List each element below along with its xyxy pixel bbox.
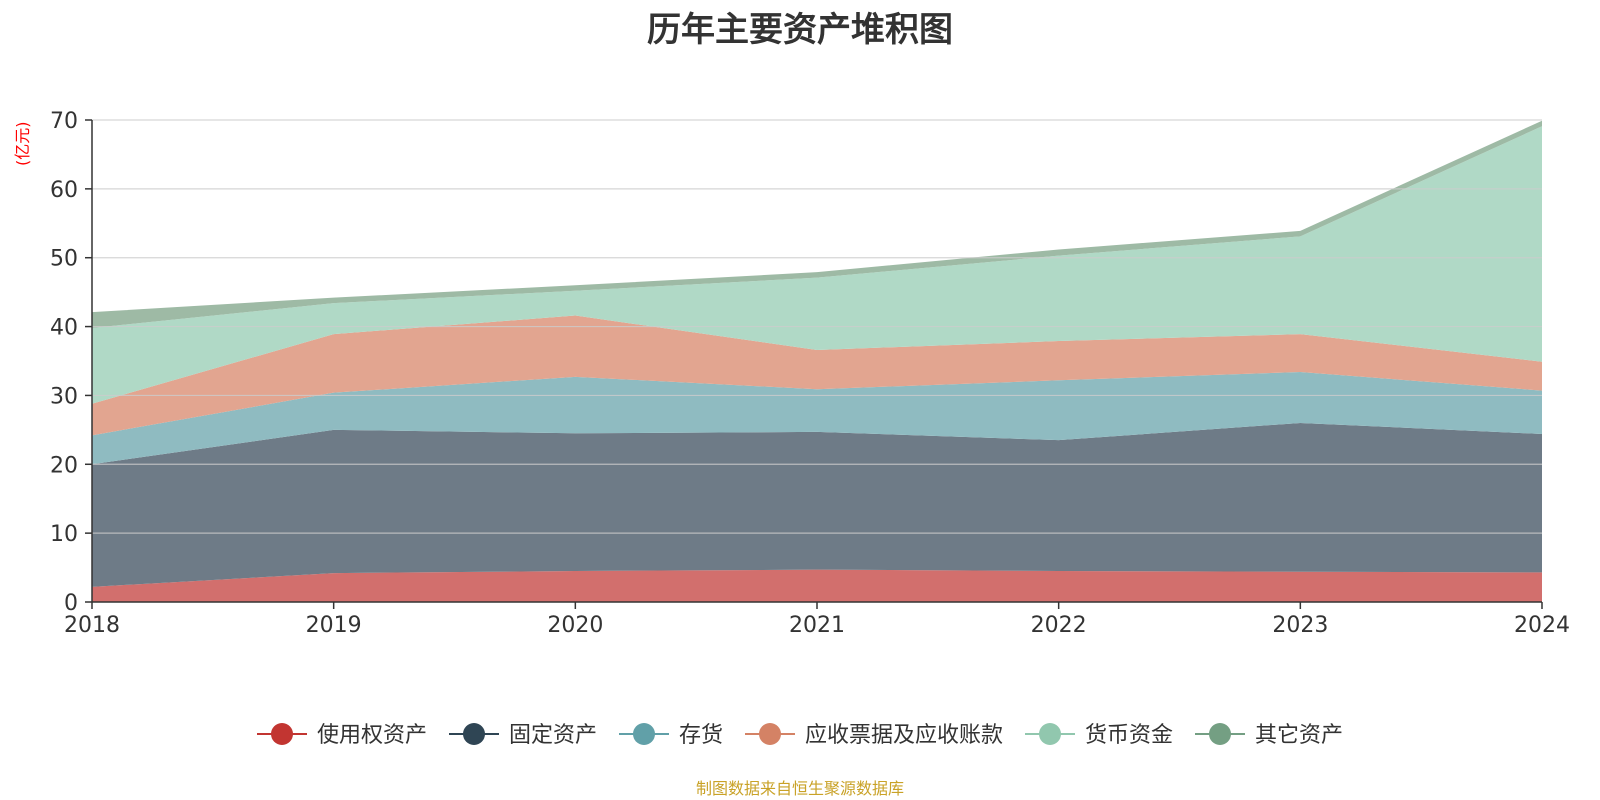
area-5: [92, 126, 1542, 404]
legend-marker-2: [463, 723, 485, 745]
area-1: [92, 569, 1542, 602]
x-tick-label-2018: 2018: [64, 613, 120, 638]
legend-label-4: 应收票据及应收账款: [805, 723, 1003, 748]
x-tick-label-2020: 2020: [547, 613, 603, 638]
y-tick-label-10: 10: [50, 522, 78, 547]
y-tick-label-20: 20: [50, 453, 78, 478]
x-tick-label-2024: 2024: [1514, 613, 1570, 638]
y-tick-label-70: 70: [50, 109, 78, 134]
area-2: [92, 422, 1542, 587]
legend-label-5: 货币资金: [1085, 723, 1173, 748]
y-tick-label-50: 50: [50, 247, 78, 272]
y-tick-label-60: 60: [50, 178, 78, 203]
x-tick-label-2021: 2021: [789, 613, 845, 638]
x-tick-label-2019: 2019: [306, 613, 362, 638]
legend-marker-1: [271, 723, 293, 745]
x-tick-label-2023: 2023: [1272, 613, 1328, 638]
y-tick-label-0: 0: [64, 591, 78, 616]
area-4: [92, 315, 1542, 436]
legend-label-3: 存货: [679, 723, 723, 748]
y-tick-label-40: 40: [50, 316, 78, 341]
chart-plot: 0 10 20 30 40 50 60 70 2018 2019 2020 2021 2022 2023 2…: [50, 109, 1570, 748]
legend-marker-4: [759, 723, 781, 745]
legend-marker-3: [633, 723, 655, 745]
legend-label-6: 其它资产: [1255, 723, 1343, 748]
legend-marker-5: [1039, 723, 1061, 745]
chart-title: 历年主要资产堆积图: [647, 10, 953, 50]
legend-label-2: 固定资产: [509, 723, 597, 748]
y-tick-label-30: 30: [50, 384, 78, 409]
x-tick-label-2022: 2022: [1031, 613, 1087, 638]
legend-marker-6: [1209, 723, 1231, 745]
area-6: [92, 120, 1542, 328]
legend-label-1: 使用权资产: [317, 723, 427, 748]
data-source-footer: 制图数据来自恒生聚源数据库: [695, 779, 904, 798]
